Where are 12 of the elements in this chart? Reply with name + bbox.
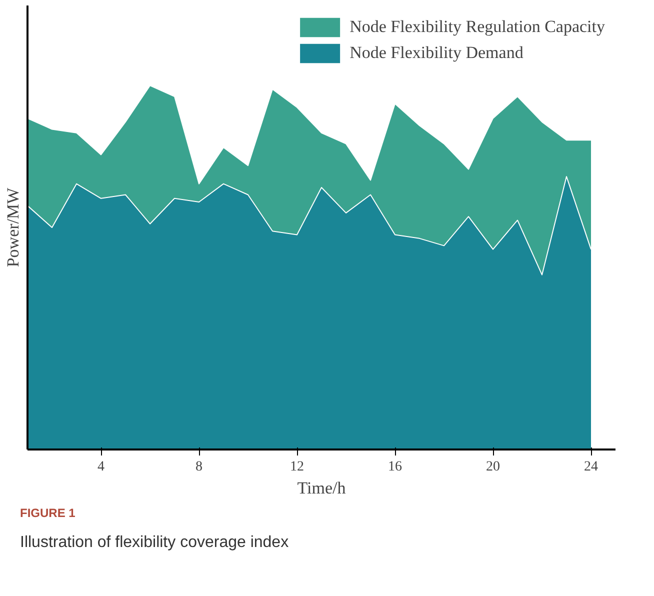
x-tick-label: 4 — [98, 460, 104, 474]
x-tick-label: 20 — [486, 460, 500, 474]
x-axis-title: Time/h — [297, 478, 346, 498]
y-axis-title: Power/MW — [4, 186, 22, 268]
text: Illustration of flexibility coverage index — [20, 533, 289, 554]
x-tick-label: 8 — [196, 460, 202, 474]
legend-label: Node Flexibility Regulation Capacity — [350, 17, 605, 37]
x-tick-label: 24 — [584, 460, 598, 474]
x-tick-label: 16 — [388, 460, 402, 474]
caption: FIGURE 1 — [20, 505, 76, 522]
x-tick-label: 12 — [290, 460, 304, 474]
legend-label: Node Flexibility Demand — [350, 43, 524, 63]
